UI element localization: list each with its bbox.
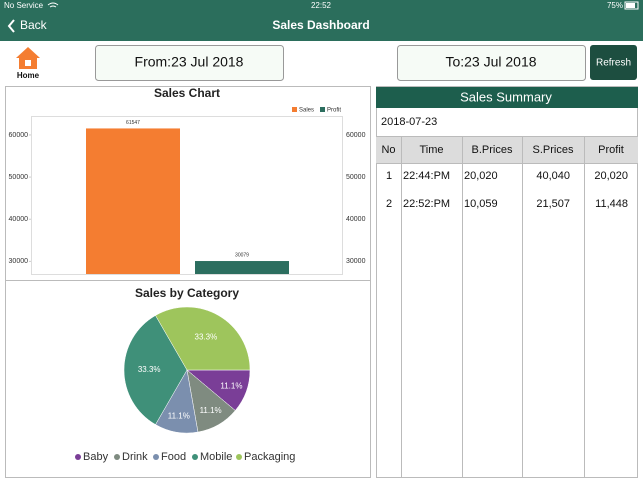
nav-title: Sales Dashboard — [272, 18, 369, 32]
table-cell: 10,059 — [464, 198, 498, 210]
slice-label: 11.1% — [200, 406, 222, 415]
slice-label: 33.3% — [138, 365, 161, 374]
to-box — [397, 45, 586, 81]
from-box — [95, 45, 284, 81]
battery-icon — [624, 1, 639, 10]
battery-fill — [626, 3, 635, 8]
legend-swatch — [292, 107, 297, 112]
table-cell: 11,448 — [595, 198, 628, 210]
pie-slice — [155, 306, 251, 371]
legend-label: Baby — [83, 451, 109, 463]
legend-swatch — [114, 454, 120, 460]
legend-label: Drink — [122, 451, 148, 463]
home-button[interactable]: Home — [16, 47, 40, 80]
table-cell: 22:52:PM — [403, 198, 450, 210]
legend-label: Mobile — [200, 451, 232, 463]
table-cell: 21,507 — [536, 198, 570, 210]
column-header: S.Prices — [533, 144, 574, 156]
wifi-icon — [47, 2, 59, 8]
bar-value-label: 61547 — [126, 120, 140, 126]
table-cell: 40,040 — [536, 170, 570, 182]
legend-swatch — [236, 454, 242, 460]
column-header: Time — [419, 144, 443, 156]
refresh-button[interactable]: Refresh — [590, 45, 637, 80]
legend-label: Food — [161, 451, 186, 463]
bar — [195, 261, 289, 274]
column-header: B.Prices — [472, 144, 513, 156]
home-roof — [16, 47, 40, 58]
legend-label: Sales — [299, 108, 314, 114]
summary-date: 2018-07-23 — [381, 116, 437, 128]
carrier: No Service — [4, 1, 44, 10]
y-tick-label: 50000 — [9, 174, 29, 181]
clock: 22:52 — [311, 1, 332, 10]
legend-swatch — [75, 454, 81, 460]
table-cell: 22:44:PM — [403, 170, 450, 182]
y-tick-label: 30000 — [9, 258, 29, 265]
battery-level: 75% — [607, 1, 623, 10]
slice-label: 11.1% — [168, 412, 190, 421]
table-cell: 20,020 — [464, 170, 498, 182]
legend-label: Packaging — [244, 451, 295, 463]
y2-tick-label: 50000 — [346, 174, 366, 181]
to-field[interactable]: To:23 Jul 2018 — [397, 45, 586, 81]
column-header: Profit — [598, 144, 624, 156]
table-cell: 20,020 — [594, 170, 628, 182]
home-label: Home — [17, 71, 40, 80]
plot-frame — [31, 116, 343, 275]
from-date: From:23 Jul 2018 — [135, 54, 244, 70]
slice-label: 11.1% — [220, 381, 242, 390]
slice-label: 33.3% — [195, 332, 218, 341]
back-label: Back — [20, 18, 48, 32]
y2-tick-label: 60000 — [346, 132, 366, 139]
from-field[interactable]: From:23 Jul 2018 — [95, 45, 284, 81]
y-tick-label: 40000 — [9, 216, 29, 223]
summary-header — [376, 87, 638, 108]
back-chevron — [7, 19, 15, 33]
legend-swatch — [320, 107, 325, 112]
chart-title: Sales by Category — [135, 286, 239, 300]
legend-swatch — [192, 454, 198, 460]
bar — [86, 128, 180, 274]
nav-bar — [0, 0, 643, 41]
bar-value-label: 30079 — [235, 252, 249, 258]
legend-label: Profit — [327, 108, 341, 114]
legend-swatch — [153, 454, 159, 460]
back-button[interactable]: Back — [7, 18, 48, 33]
table-cell: 2 — [386, 198, 392, 210]
column-header: No — [381, 144, 395, 156]
to-date: To:23 Jul 2018 — [445, 54, 536, 70]
table-header — [376, 137, 638, 163]
refresh-label: Refresh — [596, 58, 631, 69]
y-tick-label: 60000 — [9, 132, 29, 139]
table-cell: 1 — [386, 170, 392, 182]
y2-tick-label: 30000 — [346, 258, 366, 265]
y2-tick-label: 40000 — [346, 216, 366, 223]
home-window — [25, 60, 31, 66]
summary-title: Sales Summary — [460, 89, 552, 104]
chart-title: Sales Chart — [154, 86, 220, 100]
refresh-box — [590, 45, 637, 80]
